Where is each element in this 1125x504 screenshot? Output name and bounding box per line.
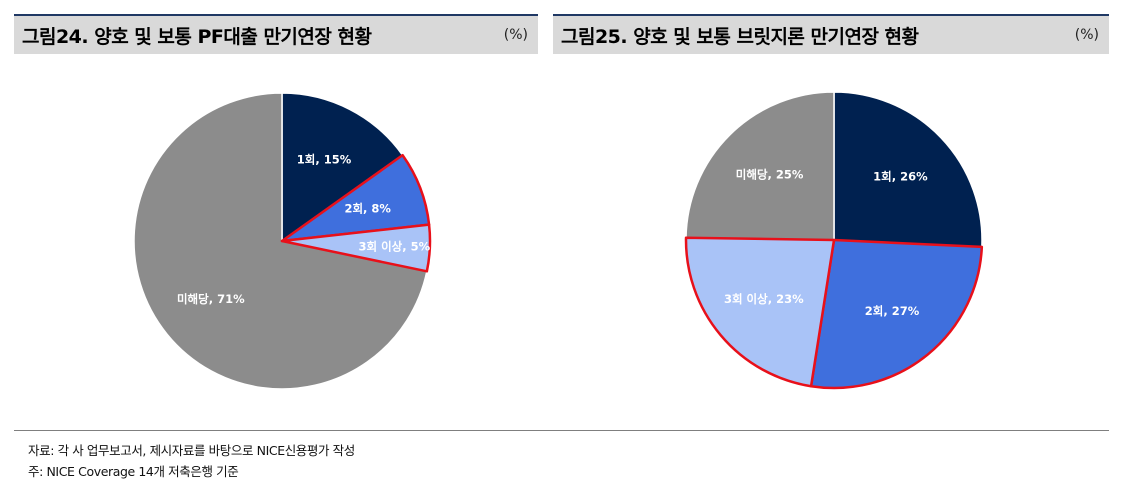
chart-unit: (%) (503, 27, 528, 43)
pie-chart-pf-loan: 1회, 15% 2회, 8% 3회 이상, 5% 미해당, 71% (133, 92, 432, 390)
slice-data-label: 미해당, 25% (736, 168, 804, 182)
chart-panel-pf-loan: 그림24. 양호 및 보통 PF대출 만기연장 현황 (%) 1회, 15% 2회… (14, 14, 538, 414)
pie-slice-3 (280, 223, 432, 273)
slice-data-label: 1회, 26% (873, 170, 928, 184)
pie-slice-4 (685, 91, 835, 241)
pie-slice-1 (281, 92, 404, 242)
chart-title: 그림25. 양호 및 보통 브릿지론 만기연장 현황 (561, 25, 919, 48)
slice-data-label: 2회, 8% (344, 201, 391, 215)
chart-panel-bridge-loan: 그림25. 양호 및 보통 브릿지론 만기연장 현황 (%) 1회, 26% 2회… (553, 14, 1109, 414)
pie-slice-3 (684, 236, 836, 388)
chart-header: 그림24. 양호 및 보통 PF대출 만기연장 현황 (%) (14, 16, 538, 54)
slice-data-label: 3회 이상, 5% (359, 239, 431, 253)
pie-slice-4 (133, 92, 428, 390)
header-rule (553, 14, 1109, 16)
slice-data-label: 3회 이상, 23% (724, 292, 804, 306)
slice-data-label: 2회, 27% (865, 304, 920, 318)
pie-slice-1 (833, 91, 983, 248)
chart-unit: (%) (1074, 27, 1099, 43)
header-rule (14, 14, 538, 16)
chart-header: 그림25. 양호 및 보통 브릿지론 만기연장 현황 (%) (553, 16, 1109, 54)
chart-title: 그림24. 양호 및 보통 PF대출 만기연장 현황 (22, 25, 372, 48)
pie-slice-2 (809, 238, 984, 390)
slice-data-label: 1회, 15% (297, 152, 352, 166)
basis-note: 주: NICE Coverage 14개 저축은행 기준 (28, 464, 239, 479)
pie-chart-bridge-loan: 1회, 26% 2회, 27% 3회 이상, 23% 미해당, 25% (684, 91, 984, 390)
source-note: 자료: 각 사 업무보고서, 제시자료를 바탕으로 NICE신용평가 작성 (28, 443, 355, 458)
footer-rule (14, 430, 1109, 431)
slice-data-label: 미해당, 71% (177, 292, 245, 306)
